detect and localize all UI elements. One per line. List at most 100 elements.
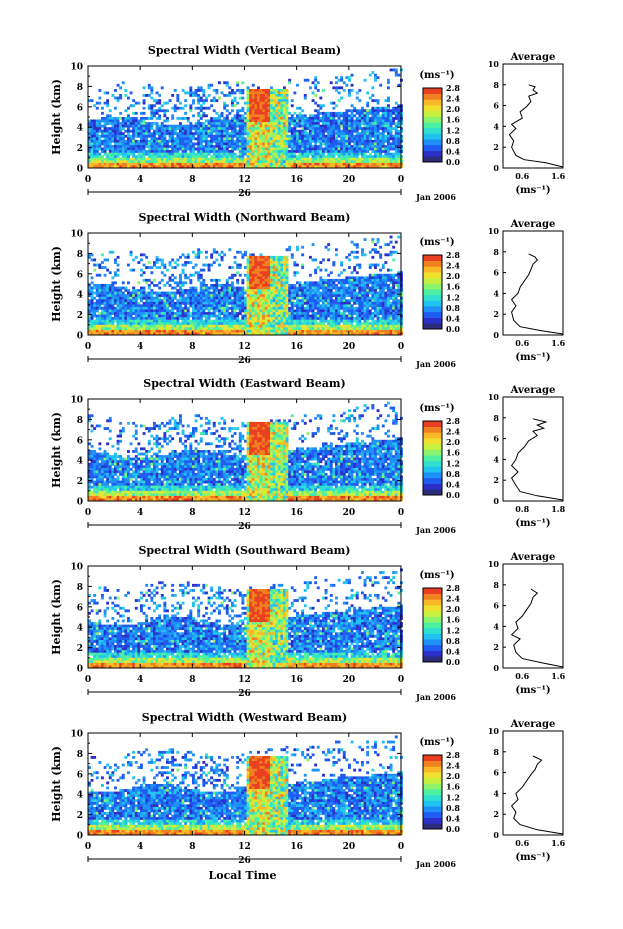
y-tick-label: 0 xyxy=(77,832,83,842)
colorbar-segment xyxy=(423,483,442,490)
average-profile-line xyxy=(510,588,564,668)
average-x-label: (ms⁻¹) xyxy=(515,685,550,696)
colorbar-unit: (ms⁻¹) xyxy=(419,570,454,581)
colorbar-frame xyxy=(422,587,443,663)
panel-1: Spectral Width (Vertical Beam) 0 2 4 6 8 10 Hei… xyxy=(50,44,566,202)
colorbar-tick-label: 1.2 xyxy=(446,292,460,302)
average-profile: Average 0 2 4 6 8 10 0.6 1.6(ms⁻¹) xyxy=(488,552,566,696)
heatmap-field xyxy=(88,401,403,502)
x-tick-label: 16 xyxy=(290,675,303,685)
x-tick-label: 4 xyxy=(137,842,143,852)
y-tick-label: 2 xyxy=(77,644,83,654)
colorbar-tick-label: 0.0 xyxy=(446,657,460,667)
average-frame xyxy=(502,230,564,336)
average-x-tick-label: 1.6 xyxy=(551,171,565,181)
colorbar-segment xyxy=(423,289,442,296)
y-axis-label: Height (km) xyxy=(50,79,63,155)
average-y-tick-label: 10 xyxy=(488,559,500,569)
colorbar-segment xyxy=(423,122,442,129)
y-tick-label: 4 xyxy=(77,624,83,634)
average-y-tick-label: 8 xyxy=(493,80,499,90)
average-profile-line xyxy=(510,418,564,501)
average-x-tick-label: 0.6 xyxy=(515,338,529,348)
colorbar-segment xyxy=(423,317,442,324)
y-tick-label: 6 xyxy=(77,770,83,780)
date-label: Jan 2006 xyxy=(415,359,456,369)
panel-4: Spectral Width (Southward Beam) 0 2 4 6 8 10 He… xyxy=(50,544,566,702)
heatmap-field xyxy=(88,568,403,669)
colorbar-segment xyxy=(423,650,442,657)
y-tick-label: 4 xyxy=(77,457,83,467)
colorbar-tick-label: 2.0 xyxy=(446,771,460,781)
x-tick-label: 12 xyxy=(238,342,251,352)
day-label: 26 xyxy=(238,689,251,699)
colorbar-segment xyxy=(423,260,442,267)
colorbar-segment xyxy=(423,255,442,261)
colorbar-tick-label: 1.6 xyxy=(446,615,460,625)
x-tick-label: 12 xyxy=(238,508,251,518)
y-tick-label: 6 xyxy=(77,436,83,446)
colorbar-segment xyxy=(423,150,442,157)
y-tick-label: 8 xyxy=(77,250,83,260)
y-tick-label: 0 xyxy=(77,332,83,342)
x-tick-label: 12 xyxy=(238,842,251,852)
colorbar-segment xyxy=(423,449,442,456)
x-tick-label: 8 xyxy=(189,675,195,685)
colorbar-segment xyxy=(423,306,442,313)
y-tick-label: 2 xyxy=(77,144,83,154)
colorbar-tick-label: 2.0 xyxy=(446,604,460,614)
x-tick-label: 0 xyxy=(85,342,91,352)
colorbar-tick-label: 0.4 xyxy=(446,646,460,656)
colorbar-segment xyxy=(423,823,442,830)
y-tick-label: 10 xyxy=(70,63,83,73)
colorbar-tick-label: 2.8 xyxy=(446,583,460,593)
y-tick-label: 6 xyxy=(77,270,83,280)
colorbar-segment xyxy=(423,789,442,796)
colorbar-segment xyxy=(423,156,442,163)
colorbar-segment xyxy=(423,783,442,790)
y-axis-label: Height (km) xyxy=(50,746,63,822)
average-y-tick-label: 2 xyxy=(493,809,499,819)
y-tick-label: 4 xyxy=(77,124,83,134)
average-y-tick-label: 2 xyxy=(493,309,499,319)
colorbar-frame xyxy=(422,254,443,330)
colorbar-tick-label: 2.8 xyxy=(446,83,460,93)
colorbar-unit: (ms⁻¹) xyxy=(419,237,454,248)
panel-title: Spectral Width (Southward Beam) xyxy=(138,544,350,557)
average-y-tick-label: 0 xyxy=(493,496,499,506)
average-x-label: (ms⁻¹) xyxy=(515,352,550,363)
average-title: Average xyxy=(510,52,556,63)
colorbar-tick-label: 2.4 xyxy=(446,594,460,604)
average-y-tick-label: 4 xyxy=(493,788,499,798)
average-y-tick-label: 8 xyxy=(493,747,499,757)
colorbar-segment xyxy=(423,610,442,617)
date-label: Jan 2006 xyxy=(415,525,456,535)
colorbar-segment xyxy=(423,455,442,462)
x-tick-label: 0 xyxy=(85,175,91,185)
y-axis-label: Height (km) xyxy=(50,579,63,655)
heatmap-field xyxy=(88,735,403,836)
colorbar-segment xyxy=(423,772,442,779)
average-y-tick-label: 10 xyxy=(488,226,500,236)
x-tick-label: 4 xyxy=(137,342,143,352)
average-x-label: (ms⁻¹) xyxy=(515,852,550,863)
colorbar-tick-label: 1.6 xyxy=(446,115,460,125)
panel-title: Spectral Width (Westward Beam) xyxy=(142,711,347,724)
y-tick-label: 0 xyxy=(77,665,83,675)
x-tick-label: 20 xyxy=(343,342,356,352)
heatmap-field xyxy=(88,68,403,169)
colorbar-segment xyxy=(423,593,442,600)
x-tick-label: 8 xyxy=(189,842,195,852)
colorbar-segment xyxy=(423,639,442,646)
y-tick-label: 8 xyxy=(77,750,83,760)
colorbar-unit: (ms⁻¹) xyxy=(419,737,454,748)
colorbar-segment xyxy=(423,588,442,594)
colorbar-segment xyxy=(423,272,442,279)
colorbar-segment xyxy=(423,105,442,112)
colorbar-segment xyxy=(423,489,442,496)
colorbar-segment xyxy=(423,800,442,807)
average-profile: Average 0 2 4 6 8 10 0.6 1.6(ms⁻¹) xyxy=(488,219,566,363)
average-y-tick-label: 8 xyxy=(493,247,499,257)
colorbar-tick-label: 0.8 xyxy=(446,636,460,646)
x-tick-label: 0 xyxy=(398,842,404,852)
